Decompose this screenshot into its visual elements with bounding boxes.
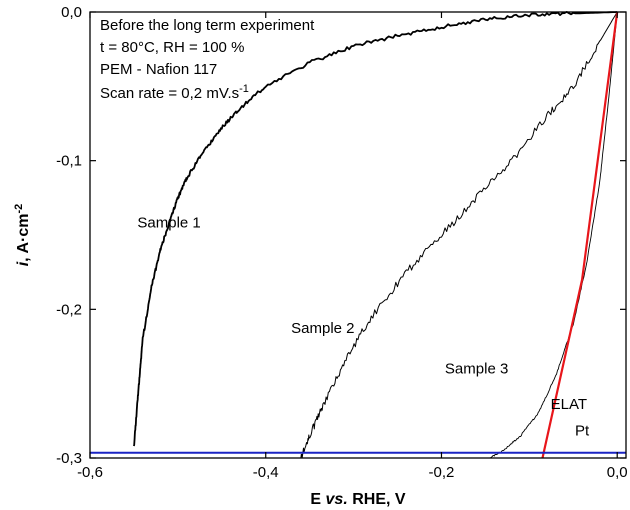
y-axis-label: i, A·cm-2 xyxy=(13,204,32,267)
x-tick-label: -0,4 xyxy=(253,464,279,481)
info-text-block: Before the long term experiment t = 80°C,… xyxy=(100,17,315,102)
plot-frame xyxy=(89,11,627,459)
x-tick-label: -0,2 xyxy=(429,464,455,481)
series-line-3 xyxy=(489,11,618,459)
y-tick-label: -0,3 xyxy=(56,450,82,467)
series-annotation: ELAT xyxy=(551,396,587,413)
y-tick-label: 0,0 xyxy=(61,4,82,21)
y-tick-label: -0,2 xyxy=(56,301,82,318)
series-line-2 xyxy=(300,11,618,459)
series-annotation: Sample 2 xyxy=(291,320,354,337)
series-line-4 xyxy=(541,11,619,459)
series-annotation: Sample 1 xyxy=(137,215,200,232)
x-tick-label: -0,6 xyxy=(77,464,103,481)
series-annotation: Sample 3 xyxy=(445,360,508,377)
series-line-1 xyxy=(133,10,618,447)
y-tick-label: -0,1 xyxy=(56,153,82,170)
series-group xyxy=(90,10,626,459)
info-line: t = 80°C, RH = 100 % xyxy=(100,39,244,56)
ticks-group: -0,6 -0,4 -0,2 0,0 0,0 -0,1 -0,2 -0,3 xyxy=(56,4,628,481)
info-line: Before the long term experiment xyxy=(100,17,315,34)
scan-rate-text: Scan rate = 0,2 mV.s-1 xyxy=(100,83,249,102)
annotations-group: Sample 1 Sample 2 Sample 3 ELAT Pt xyxy=(137,215,590,440)
series-annotation: Pt xyxy=(575,423,590,440)
x-axis-label: E vs. RHE, V xyxy=(310,491,405,508)
info-line: PEM - Nafion 117 xyxy=(100,61,217,78)
x-tick-label: 0,0 xyxy=(607,464,628,481)
